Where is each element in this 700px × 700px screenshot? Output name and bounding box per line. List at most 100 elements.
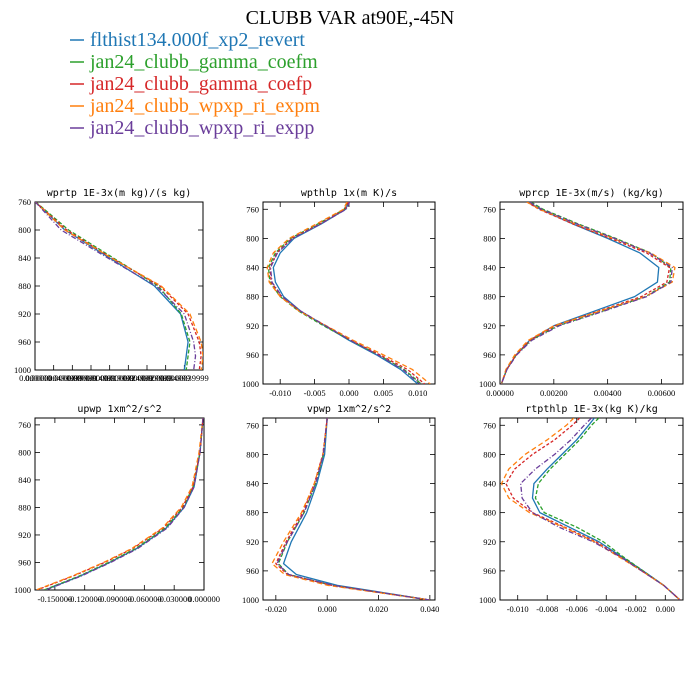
x-tick-label: -0.002 [625, 604, 647, 614]
y-tick-label: 960 [246, 350, 259, 360]
chart-panel: wprcp 1E-3x(m/s) (kg/kg) 760 800 840 880 920 9… [479, 188, 684, 398]
series-line [500, 202, 671, 384]
x-tick-label: 0.000000499999 [25, 373, 82, 383]
series-line [43, 418, 204, 590]
y-tick-label: 920 [18, 309, 31, 319]
y-tick-label: 840 [246, 263, 259, 273]
series-line [531, 418, 681, 600]
panel-title: wprtp 1E-3x(m kg)/(s kg) [47, 188, 192, 199]
y-tick-label: 1000 [14, 585, 31, 595]
series-line [36, 418, 204, 590]
series-line [35, 418, 204, 590]
series-line [35, 202, 191, 370]
x-tick-label: -0.005 [304, 388, 326, 398]
y-tick-label: 760 [483, 420, 496, 430]
y-tick-label: 960 [483, 350, 496, 360]
y-tick-label: 760 [483, 204, 496, 214]
legend-item: flthist134.000f_xp2_revert [70, 29, 305, 51]
y-tick-label: 880 [483, 292, 496, 302]
y-tick-label: 760 [18, 420, 31, 430]
x-tick-label: 0.0000029999 [123, 373, 172, 383]
y-tick-label: 1000 [479, 379, 496, 389]
legend-label: flthist134.000f_xp2_revert [90, 29, 305, 51]
x-tick-label: -0.008 [536, 604, 558, 614]
x-tick-label: 0.0000024999 [104, 373, 153, 383]
y-tick-label: 840 [18, 475, 31, 485]
plot-frame [34, 201, 204, 371]
series-line [505, 418, 681, 600]
y-tick-label: 960 [18, 337, 31, 347]
legend-item: jan24_clubb_wpxp_ri_expm [70, 95, 320, 117]
x-tick-label: -0.010 [507, 604, 529, 614]
chart-panel: wpthlp 1x(m K)/s 760 800 840 880 920 960 1000 -0… [242, 188, 436, 398]
x-tick-label: 0.0000039999 [160, 373, 209, 383]
y-tick-label: 920 [483, 321, 496, 331]
x-tick-label: 0.000 [339, 388, 358, 398]
x-tick-label: 0.0000014999 [67, 373, 116, 383]
panel-title: wprcp 1E-3x(m/s) (kg/kg) [519, 188, 664, 199]
y-tick-label: 880 [483, 508, 496, 518]
y-tick-label: 1000 [479, 595, 496, 605]
x-tick-label: -0.150000 [38, 594, 73, 604]
plot-frame [34, 417, 205, 591]
series-line [269, 202, 426, 384]
legend-label: jan24_clubb_gamma_coefp [89, 73, 312, 95]
y-tick-label: 800 [246, 233, 259, 243]
x-tick-label: 0.00600 [648, 388, 676, 398]
series-line [277, 418, 430, 600]
y-tick-label: 920 [246, 321, 259, 331]
series-line [534, 418, 681, 600]
x-tick-label: -0.010 [269, 388, 291, 398]
y-tick-label: 920 [483, 537, 496, 547]
panel-title: wpthlp 1x(m K)/s [301, 188, 397, 199]
series-line [520, 418, 681, 600]
y-tick-label: 960 [18, 557, 31, 567]
series-line [44, 418, 204, 590]
y-tick-label: 920 [246, 537, 259, 547]
series-line [275, 418, 430, 600]
x-tick-label: -0.030000 [157, 594, 192, 604]
y-tick-label: 1000 [242, 595, 259, 605]
x-tick-label: 0.005 [374, 388, 393, 398]
x-tick-label: 0.000000 [19, 373, 51, 383]
series-line [276, 418, 430, 600]
series-line [35, 202, 197, 370]
series-line [500, 418, 681, 600]
y-tick-label: 880 [18, 502, 31, 512]
y-tick-label: 1000 [242, 379, 259, 389]
x-tick-label: -0.060000 [127, 594, 162, 604]
plot-frame [499, 201, 684, 385]
y-tick-label: 920 [18, 530, 31, 540]
y-tick-label: 800 [483, 449, 496, 459]
plot-frame [262, 417, 436, 601]
x-tick-label: 0.0000019999 [85, 373, 134, 383]
x-tick-label: -0.004 [595, 604, 618, 614]
y-tick-label: 800 [246, 449, 259, 459]
panel-title: upwp 1xm^2/s^2 [77, 404, 161, 415]
series-line [500, 202, 660, 384]
series-line [267, 202, 422, 384]
legend: flthist134.000f_xp2_revert jan24_clubb_ga… [70, 29, 320, 139]
y-tick-label: 800 [18, 447, 31, 457]
y-tick-label: 880 [246, 508, 259, 518]
y-tick-label: 840 [246, 479, 259, 489]
x-tick-label: 0.00000 [486, 388, 514, 398]
x-tick-label: -0.006 [566, 604, 588, 614]
y-tick-label: 760 [18, 197, 31, 207]
legend-label: jan24_clubb_wpxp_ri_expm [89, 95, 320, 117]
legend-item: jan24_clubb_gamma_coefp [70, 73, 312, 95]
series-line [272, 202, 419, 384]
chart-panel: wprtp 1E-3x(m kg)/(s kg) 760 800 840 880 920 9… [14, 188, 209, 383]
x-tick-label: -0.090000 [97, 594, 132, 604]
legend-label: jan24_clubb_wpxp_ri_expp [89, 117, 314, 139]
legend-item: jan24_clubb_wpxp_ri_expp [70, 117, 314, 139]
series-line [45, 418, 204, 590]
panel-title: rtpthlp 1E-3x(kg K)/kg [525, 404, 657, 415]
series-line [35, 202, 203, 370]
x-tick-label: -0.120000 [67, 594, 102, 604]
x-tick-label: 0.0000034999 [141, 373, 190, 383]
x-tick-label: 0.040 [420, 604, 439, 614]
plot-frame [262, 201, 436, 385]
y-tick-label: 960 [483, 566, 496, 576]
